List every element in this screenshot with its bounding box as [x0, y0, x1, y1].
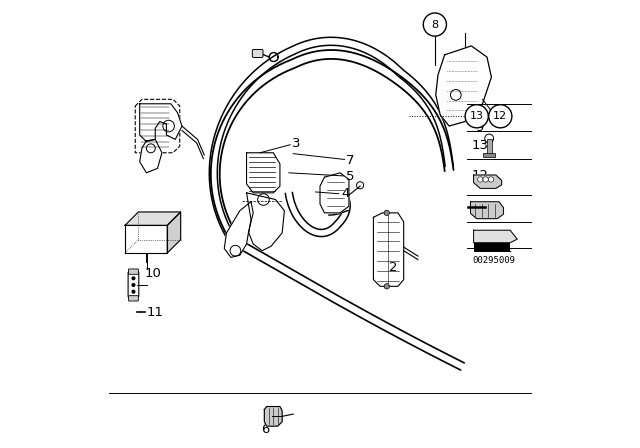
Circle shape: [132, 277, 135, 280]
Circle shape: [484, 134, 493, 143]
Circle shape: [483, 177, 488, 182]
Text: 2: 2: [390, 261, 398, 274]
Text: 7: 7: [346, 154, 355, 167]
Polygon shape: [246, 153, 280, 193]
Text: 4: 4: [341, 187, 349, 200]
Text: 8: 8: [431, 20, 438, 30]
Text: 3: 3: [292, 138, 301, 151]
Circle shape: [384, 284, 390, 289]
Polygon shape: [167, 212, 180, 253]
Circle shape: [132, 290, 135, 293]
FancyBboxPatch shape: [252, 49, 263, 57]
FancyBboxPatch shape: [486, 138, 492, 154]
Text: 13: 13: [470, 111, 484, 121]
Polygon shape: [474, 175, 502, 188]
Circle shape: [423, 13, 447, 36]
Polygon shape: [264, 406, 282, 426]
Text: 11: 11: [147, 306, 163, 319]
Polygon shape: [436, 46, 492, 126]
Polygon shape: [140, 139, 162, 173]
Circle shape: [489, 105, 512, 128]
Circle shape: [465, 105, 488, 128]
Text: 5: 5: [346, 170, 355, 183]
Text: 10: 10: [144, 267, 161, 280]
Text: 12: 12: [472, 169, 488, 182]
Polygon shape: [135, 99, 180, 153]
FancyBboxPatch shape: [129, 296, 138, 301]
Polygon shape: [224, 202, 253, 258]
Polygon shape: [125, 212, 180, 225]
Polygon shape: [140, 104, 182, 142]
Polygon shape: [320, 173, 349, 213]
Text: 1: 1: [487, 201, 495, 214]
Circle shape: [384, 210, 390, 215]
Polygon shape: [246, 193, 284, 251]
FancyBboxPatch shape: [129, 269, 138, 274]
FancyBboxPatch shape: [128, 271, 139, 297]
Text: 8: 8: [472, 200, 480, 213]
Text: 6: 6: [261, 423, 269, 436]
Circle shape: [488, 177, 493, 182]
Bar: [474, 243, 510, 251]
FancyBboxPatch shape: [483, 153, 495, 157]
Text: 00295009: 00295009: [472, 256, 515, 265]
Text: 12: 12: [493, 111, 508, 121]
Text: 13: 13: [472, 139, 488, 152]
Polygon shape: [474, 230, 517, 243]
Polygon shape: [470, 202, 504, 219]
Text: 9: 9: [475, 121, 483, 134]
Polygon shape: [125, 225, 167, 253]
Polygon shape: [373, 213, 404, 286]
Circle shape: [132, 284, 135, 286]
Circle shape: [477, 177, 483, 182]
